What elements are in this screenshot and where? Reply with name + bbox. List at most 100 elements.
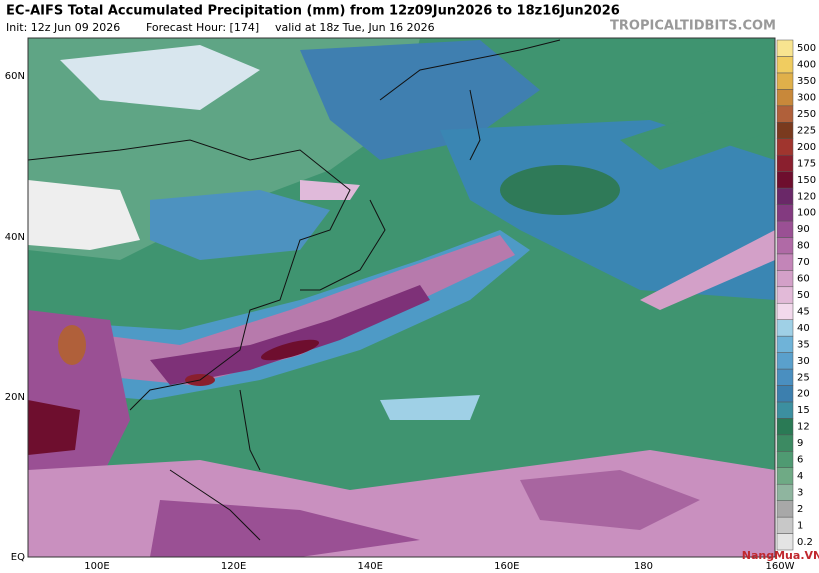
precip-area	[500, 165, 620, 215]
colorbar-label: 500	[797, 43, 816, 54]
precip-area	[150, 285, 430, 385]
precip-area	[150, 190, 330, 260]
colorbar-label: 120	[797, 191, 816, 202]
colorbar-label: 70	[797, 257, 810, 268]
precip-area	[40, 235, 515, 385]
lon-label: 160W	[766, 561, 795, 572]
coastlines	[28, 39, 561, 541]
valid-time: valid at 18z Tue, Jun 16 2026	[275, 21, 435, 34]
colorbar-box	[776, 467, 794, 485]
colorbar-label: 20	[797, 389, 810, 400]
colorbar-label: 40	[797, 323, 810, 334]
colorbar-label: 35	[797, 339, 810, 350]
colorbar-label: 400	[797, 60, 816, 71]
precip-area	[440, 120, 775, 300]
colorbar-box	[776, 286, 794, 304]
colorbar-box	[776, 138, 794, 156]
colorbar-label: 25	[797, 372, 810, 383]
init: Init: 12z Jun 09 2026	[6, 21, 120, 34]
colorbar-label: 250	[797, 109, 816, 120]
precip-area	[620, 90, 775, 170]
colorbar-label: 175	[797, 158, 816, 169]
colorbar-label: 9	[797, 438, 803, 449]
colorbar-box	[776, 253, 794, 271]
colorbar-label: 225	[797, 125, 816, 136]
colorbar-label: 30	[797, 356, 810, 367]
precip-area	[60, 45, 260, 110]
colorbar-box	[776, 302, 794, 320]
precip-area	[28, 180, 140, 250]
colorbar-label: 300	[797, 93, 816, 104]
colorbar-label: 6	[797, 455, 803, 466]
colorbar-box	[776, 39, 794, 57]
colorbar-box	[776, 352, 794, 370]
colorbar-box	[776, 533, 794, 551]
title: EC-AIFS Total Accumulated Precipitation …	[6, 4, 620, 19]
colorbar-label: 200	[797, 142, 816, 153]
lat-label: 40N	[5, 232, 25, 243]
forecast-hour: Forecast Hour: [174]	[146, 21, 259, 34]
colorbar-box	[776, 187, 794, 205]
colorbar-box	[776, 368, 794, 386]
colorbar-box	[776, 385, 794, 403]
precip-area	[640, 230, 775, 310]
colorbar-box	[776, 237, 794, 255]
colorbar-label: 350	[797, 76, 816, 87]
colorbar-box	[776, 122, 794, 139]
colorbar-box	[776, 319, 794, 337]
colorbar-box	[776, 154, 794, 172]
colorbar-box	[776, 500, 794, 518]
colorbar-label: 4	[797, 471, 803, 482]
colorbar-box	[776, 56, 794, 74]
precip-area	[260, 339, 320, 361]
precip-area	[58, 325, 86, 365]
colorbar-box	[776, 483, 794, 501]
source: TROPICALTIDBITS.COM	[610, 19, 776, 34]
colorbar-label: 45	[797, 306, 810, 317]
colorbar-box	[776, 204, 794, 222]
colorbar-label: 150	[797, 175, 816, 186]
lon-label: 140E	[357, 561, 382, 572]
colorbar-label: 100	[797, 208, 816, 219]
colorbar-box	[776, 89, 794, 107]
precip-area	[520, 470, 700, 530]
lat-label: 60N	[5, 71, 25, 82]
colorbar-box	[776, 451, 794, 468]
colorbar-box	[776, 434, 794, 452]
lon-label: 100E	[84, 561, 109, 572]
colorbar-box	[776, 105, 794, 123]
colorbar-label: 90	[797, 224, 810, 235]
precip-area	[28, 400, 80, 455]
colorbar-box	[776, 171, 794, 189]
colorbar-label: 15	[797, 405, 810, 416]
colorbar-label: 0.2	[797, 537, 813, 548]
colorbar-box	[776, 335, 794, 353]
colorbar-box	[776, 418, 794, 436]
colorbar-box	[776, 270, 794, 288]
lat-label: EQ	[11, 552, 25, 563]
colorbar-box	[776, 516, 794, 534]
colorbar-label: 1	[797, 520, 803, 531]
colorbar-label: 12	[797, 422, 810, 433]
colorbar-label: 50	[797, 290, 810, 301]
colorbar-box	[776, 72, 794, 90]
lon-label: 160E	[494, 561, 519, 572]
colorbar: 0.21234691215202530354045506070809010012…	[776, 39, 816, 551]
logo: NangMua.VN	[742, 549, 819, 562]
precip-area	[300, 180, 360, 200]
colorbar-label: 80	[797, 241, 810, 252]
map	[27, 37, 776, 558]
colorbar-label: 2	[797, 504, 803, 515]
map-frame	[27, 37, 776, 558]
precip-area	[380, 395, 480, 420]
axis-labels: 60N 40N 20N EQ 100E 120E 140E 160E 180 160W	[5, 71, 795, 572]
colorbar-box	[776, 401, 794, 419]
colorbar-box	[776, 220, 794, 238]
lon-label: 120E	[221, 561, 246, 572]
precip-area	[150, 500, 420, 557]
lat-label: 20N	[5, 392, 25, 403]
lon-label: 180	[634, 561, 653, 572]
colorbar-label: 3	[797, 487, 803, 498]
